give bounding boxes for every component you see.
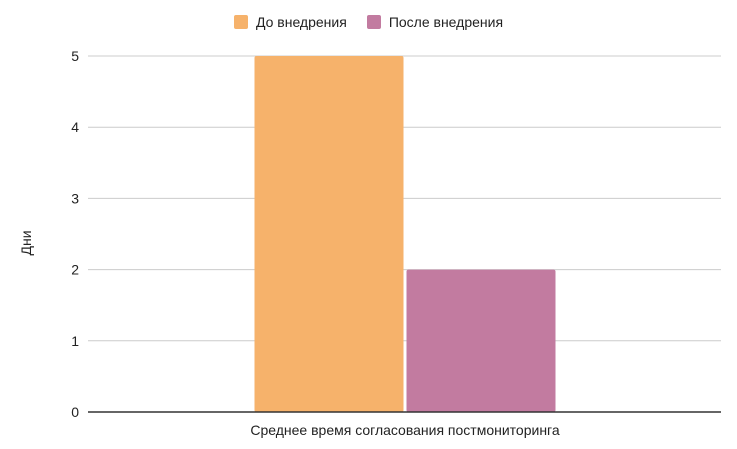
y-tick-label: 3 (71, 190, 79, 206)
legend-item-after: После внедрения (366, 14, 504, 30)
y-tick-label: 1 (71, 333, 79, 349)
bars (254, 56, 556, 412)
legend: До внедрения После внедрения (0, 14, 737, 30)
bar-before (254, 56, 404, 412)
y-tick-label: 4 (71, 119, 79, 135)
bar-after (406, 269, 556, 412)
y-tick-label: 0 (71, 404, 79, 420)
legend-item-before: До внедрения (233, 14, 347, 30)
y-tick-label: 2 (71, 262, 79, 278)
y-axis-ticks: 0 1 2 3 4 5 (71, 48, 79, 420)
gridlines (88, 55, 721, 342)
legend-label-after: После внедрения (388, 14, 504, 30)
legend-swatch-after (366, 15, 381, 29)
y-axis-label: Дни (18, 230, 34, 255)
x-category-label: Среднее время согласования постмониторин… (250, 422, 559, 438)
legend-label-before: До внедрения (255, 14, 347, 30)
y-tick-label: 5 (71, 48, 79, 64)
legend-swatch-before (233, 15, 248, 29)
